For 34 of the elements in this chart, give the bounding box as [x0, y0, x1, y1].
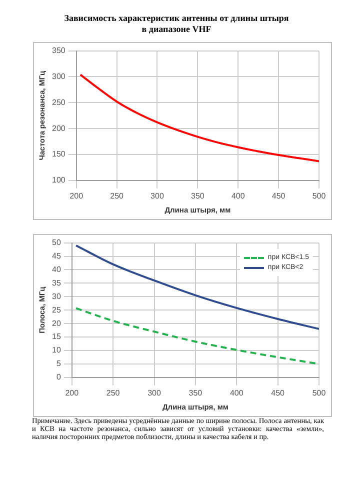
y-tick-label: 40 [52, 264, 62, 274]
x-tick-label: 450 [272, 191, 286, 200]
y-tick-label: 100 [52, 176, 66, 185]
y-tick-label: 45 [52, 251, 62, 260]
x-tick-label: 400 [230, 388, 244, 398]
y-tick-label: 25 [52, 305, 62, 314]
y-tick-label: 20 [52, 318, 62, 328]
y-tick-label: 150 [52, 150, 66, 159]
line-series [75, 244, 319, 330]
x-tick-label: 200 [65, 388, 80, 398]
chart-title: Зависимость характеристик антенны от длины штыря в диапазоне VHF [63, 13, 290, 35]
x-tick-label: 250 [106, 388, 120, 398]
y-tick-label: 30 [52, 292, 62, 301]
x-tick-label: 500 [312, 388, 326, 398]
y-tick-label: 5 [56, 359, 62, 368]
y-tick-label: 10 [52, 346, 62, 355]
y-tick-label: 0 [56, 372, 62, 382]
line-series [79, 74, 319, 162]
x-tick-label: 200 [70, 191, 84, 200]
y-tick-label: 350 [52, 46, 66, 56]
x-tick-label: 350 [188, 388, 203, 398]
y-tick-label: 200 [52, 124, 66, 133]
x-tick-label: 300 [150, 191, 164, 200]
y-tick-label: 35 [52, 278, 62, 288]
x-tick-label: 450 [271, 388, 286, 398]
x-tick-label: 250 [110, 191, 124, 200]
y-tick-label: 50 [52, 238, 62, 248]
y-tick-label: 300 [52, 72, 66, 81]
x-tick-label: 400 [231, 191, 246, 200]
y-tick-label: 250 [52, 98, 66, 107]
x-tick-label: 300 [148, 388, 162, 398]
x-tick-label: 500 [312, 191, 326, 200]
y-tick-label: 15 [52, 332, 62, 342]
x-tick-label: 350 [190, 191, 205, 200]
